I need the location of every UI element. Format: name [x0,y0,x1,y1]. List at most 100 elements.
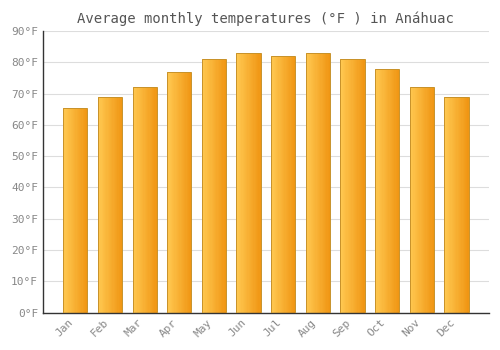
Bar [426,87,428,313]
Bar [178,72,180,313]
Bar [380,69,381,313]
Bar [454,97,456,313]
Bar [79,108,80,313]
Bar [102,97,104,313]
Bar [412,87,414,313]
Bar [238,53,239,313]
Bar [109,97,110,313]
Bar [86,108,88,313]
Bar [111,97,112,313]
Bar [342,59,343,313]
Bar [132,87,157,313]
Bar [216,59,218,313]
Bar [78,108,79,313]
Bar [218,59,219,313]
Bar [121,97,122,313]
Bar [278,56,280,313]
Bar [313,53,314,313]
Bar [100,97,102,313]
Bar [222,59,224,313]
Bar [74,108,76,313]
Bar [410,87,434,313]
Bar [85,108,86,313]
Bar [346,59,348,313]
Bar [112,97,114,313]
Bar [318,53,319,313]
Bar [282,56,284,313]
Bar [417,87,418,313]
Bar [140,87,141,313]
Bar [183,72,184,313]
Bar [142,87,144,313]
Bar [206,59,208,313]
Bar [182,72,183,313]
Bar [388,69,390,313]
Bar [287,56,288,313]
Bar [141,87,142,313]
Bar [186,72,188,313]
Bar [156,87,157,313]
Bar [110,97,111,313]
Bar [275,56,276,313]
Bar [312,53,313,313]
Bar [224,59,225,313]
Bar [447,97,448,313]
Bar [433,87,434,313]
Bar [146,87,147,313]
Bar [390,69,391,313]
Bar [172,72,173,313]
Bar [294,56,296,313]
Bar [280,56,281,313]
Bar [70,108,72,313]
Bar [449,97,450,313]
Bar [378,69,380,313]
Bar [310,53,312,313]
Bar [458,97,459,313]
Bar [397,69,398,313]
Bar [250,53,251,313]
Bar [188,72,189,313]
Bar [423,87,424,313]
Bar [251,53,252,313]
Bar [340,59,364,313]
Bar [314,53,316,313]
Bar [173,72,174,313]
Bar [466,97,468,313]
Bar [274,56,275,313]
Bar [326,53,328,313]
Bar [420,87,422,313]
Bar [277,56,278,313]
Bar [384,69,385,313]
Bar [68,108,70,313]
Bar [136,87,138,313]
Bar [462,97,464,313]
Bar [343,59,344,313]
Bar [254,53,256,313]
Bar [239,53,240,313]
Bar [448,97,449,313]
Bar [106,97,108,313]
Bar [329,53,330,313]
Title: Average monthly temperatures (°F ) in Anáhuac: Average monthly temperatures (°F ) in An… [78,11,454,26]
Bar [276,56,277,313]
Bar [120,97,121,313]
Bar [394,69,396,313]
Bar [323,53,324,313]
Bar [67,108,68,313]
Bar [132,87,134,313]
Bar [362,59,364,313]
Bar [135,87,136,313]
Bar [98,97,99,313]
Bar [293,56,294,313]
Bar [82,108,84,313]
Bar [288,56,290,313]
Bar [352,59,354,313]
Bar [452,97,453,313]
Bar [456,97,458,313]
Bar [215,59,216,313]
Bar [73,108,74,313]
Bar [450,97,452,313]
Bar [382,69,384,313]
Bar [410,87,411,313]
Bar [177,72,178,313]
